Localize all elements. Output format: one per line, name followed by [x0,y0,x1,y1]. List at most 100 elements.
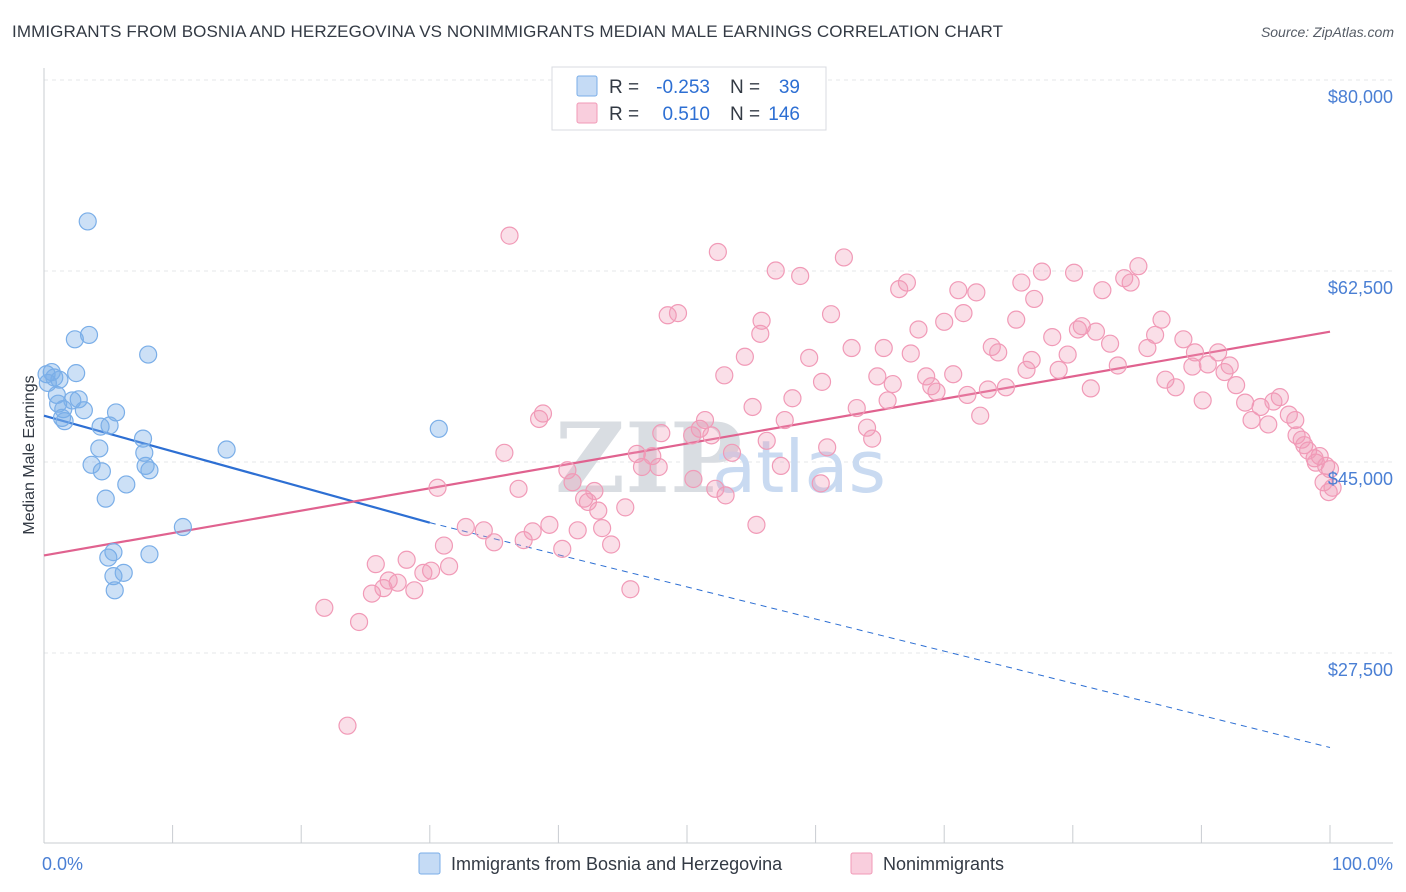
point-bosnia-12 [67,364,86,383]
y-tick-label-2: $45,000 [1328,469,1393,489]
point-nonimmigrants-63 [800,348,819,367]
point-bosnia-29 [114,563,133,582]
point-nonimmigrants-95 [1049,360,1068,379]
point-nonimmigrants-59 [766,261,785,280]
point-bosnia-18 [74,401,93,420]
point-nonimmigrants-18 [495,443,514,462]
legend-bottom-label-pink: Nonimmigrants [883,854,1004,874]
point-nonimmigrants-15 [456,517,475,537]
point-bosnia-8 [52,408,72,427]
point-nonimmigrants-80 [935,312,954,331]
point-bosnia-28 [105,581,124,600]
point-nonimmigrants-79 [922,377,941,396]
point-nonimmigrants-113 [1198,355,1217,374]
point-nonimmigrants-2 [349,612,369,632]
point-nonimmigrants-57 [751,324,770,343]
point-nonimmigrants-107 [1146,325,1165,345]
point-nonimmigrants-105 [1129,257,1148,276]
point-nonimmigrants-56 [743,397,762,417]
point-nonimmigrants-111 [1185,343,1205,362]
point-nonimmigrants-121 [1259,415,1278,434]
point-nonimmigrants-47 [695,410,715,430]
legend-n-value-pink: 146 [768,104,800,125]
point-nonimmigrants-140 [1121,273,1140,292]
point-bosnia-20 [92,462,111,481]
point-nonimmigrants-26 [553,539,572,558]
point-nonimmigrants-50 [715,366,734,385]
legend-bottom-swatch-blue [418,852,441,875]
point-bosnia-22 [96,489,115,508]
point-nonimmigrants-102 [1100,334,1120,353]
point-nonimmigrants-20 [509,479,528,498]
point-nonimmigrants-41 [652,424,671,443]
point-nonimmigrants-66 [818,438,837,457]
x-tick-min: 0.0% [42,854,83,874]
legend-r-label-blue: R = [609,77,639,98]
point-bosnia-37 [217,440,236,459]
point-nonimmigrants-28 [563,473,582,492]
point-nonimmigrants-37 [621,580,640,599]
point-nonimmigrants-54 [747,515,766,534]
point-nonimmigrants-150 [901,344,920,363]
point-nonimmigrants-73 [878,391,897,410]
point-nonimmigrants-147 [702,426,721,445]
point-bosnia-4 [50,370,69,389]
point-nonimmigrants-143 [982,337,1001,357]
point-nonimmigrants-85 [971,406,990,425]
point-nonimmigrants-25 [540,515,559,534]
point-nonimmigrants-118 [1236,393,1255,412]
point-nonimmigrants-0 [315,598,334,617]
point-bosnia-21 [99,548,118,567]
point-nonimmigrants-52 [722,443,742,462]
point-nonimmigrants-112 [1193,391,1212,410]
legend-n-value-blue: 39 [779,77,800,98]
point-nonimmigrants-1 [338,716,357,735]
point-bosnia-38 [429,419,448,438]
point-bosnia-11 [69,390,88,409]
point-nonimmigrants-119 [1242,410,1261,430]
point-nonimmigrants-114 [1209,343,1228,362]
point-nonimmigrants-60 [775,410,794,430]
source-credit: Source: ZipAtlas.com [1260,24,1394,40]
point-nonimmigrants-65 [811,474,830,493]
point-nonimmigrants-9 [405,581,424,600]
point-bosnia-16 [90,439,109,458]
point-nonimmigrants-136 [1295,436,1314,455]
point-nonimmigrants-55 [752,311,771,330]
point-nonimmigrants-77 [909,320,928,339]
point-bosnia-10 [63,391,82,410]
point-bosnia-6 [49,394,68,413]
point-nonimmigrants-13 [434,536,454,555]
legend-r-label-pink: R = [609,104,639,125]
chart-title: IMMIGRANTS FROM BOSNIA AND HERZEGOVINA V… [12,22,1004,41]
point-nonimmigrants-58 [757,431,776,450]
point-nonimmigrants-68 [834,248,853,267]
y-tick-labels: $80,000 $62,500 $45,000 $27,500 [1328,87,1393,680]
legend-swatch-pink [576,102,598,124]
point-bosnia-13 [65,330,84,349]
point-nonimmigrants-138 [1183,357,1202,376]
point-nonimmigrants-67 [821,305,841,324]
point-bosnia-15 [79,325,99,345]
trend-lines [43,330,1331,748]
point-nonimmigrants-35 [602,535,621,554]
point-nonimmigrants-86 [978,380,998,399]
legend-r-value-blue: -0.253 [656,77,710,98]
point-nonimmigrants-125 [1286,410,1305,430]
legend-bottom-label-blue: Immigrants from Bosnia and Herzegovina [451,854,783,874]
point-bosnia-32 [135,443,154,462]
point-nonimmigrants-61 [783,389,802,408]
point-nonimmigrants-22 [523,522,542,541]
point-nonimmigrants-81 [944,365,963,384]
point-nonimmigrants-16 [474,521,493,540]
point-nonimmigrants-101 [1093,281,1112,300]
point-nonimmigrants-17 [485,533,504,552]
y-tick-label-1: $62,500 [1328,278,1393,298]
point-nonimmigrants-116 [1220,356,1239,375]
axes [43,68,1393,844]
point-nonimmigrants-145 [874,338,893,358]
trend-line-bosnia-extension [429,522,1331,748]
point-nonimmigrants-103 [1108,356,1127,375]
point-bosnia-30 [133,429,153,448]
